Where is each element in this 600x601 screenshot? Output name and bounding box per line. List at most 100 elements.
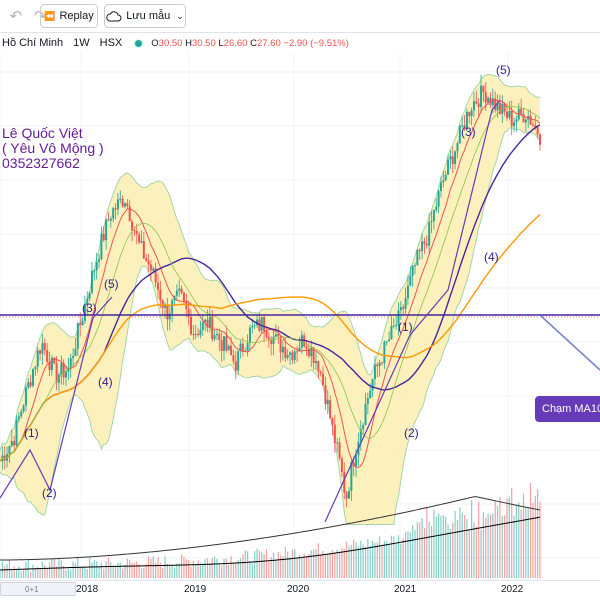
volume-bar [272,552,275,578]
save-layout-button[interactable]: Lưu mẫu ⌄ [104,4,186,28]
candle-body [62,363,65,378]
volume-bar [11,570,13,578]
volume-bar [438,513,440,578]
candle-body [347,491,350,499]
candle-body [428,222,431,246]
candle-body [482,85,485,93]
candle-body [322,373,325,386]
volume-bar [211,557,213,578]
candle-body [454,151,457,164]
candle-body [477,103,480,108]
candle-body [241,343,244,352]
candle-body [128,206,131,222]
volume-bar [22,570,25,578]
volume-bar [145,564,147,578]
candle-body [39,350,42,354]
volume-bar [249,561,251,578]
candle-body [470,110,473,116]
candle-body [119,198,122,200]
volume-bar [383,540,385,578]
volume-bar [499,497,501,578]
candle-body [112,208,115,219]
wave-label: (5) [496,63,511,77]
volume-bar [379,536,381,578]
symbol-legend[interactable]: Hồ Chí Minh 1W HSX O30.50 H30.50 L26.60 … [0,35,349,51]
volume-bar [159,562,161,578]
volume-bar [296,558,298,578]
candle-body [95,261,98,271]
volume-bar [362,544,364,578]
volume-bar [150,558,152,578]
candle-body [79,323,82,326]
volume-bar [204,559,206,578]
volume-bar [423,528,426,578]
time-axis[interactable]: 2018 2019 2020 2021 2022 [0,580,600,601]
volume-bar [6,564,8,578]
candle-body [29,382,32,386]
candle-body [208,316,211,328]
candle-body [463,125,466,130]
volume-bar [242,554,244,578]
candle-body [164,305,167,308]
volume-bar [305,557,308,578]
candle-body [237,351,240,371]
volume-bar [280,555,282,578]
candle-body [496,102,499,111]
volume-bar [329,553,331,578]
candle-body [472,101,475,111]
undo-icon[interactable]: ↶ [9,8,23,25]
volume-bar [209,563,211,578]
candle-body [274,334,277,337]
volume-bar [419,522,421,578]
volume-bar [192,560,194,578]
volume-bar [463,514,466,578]
volume-bar [25,561,27,578]
volume-bar [32,564,34,578]
candle-body [281,346,284,353]
candle-body [366,398,369,404]
candle-body [8,446,11,455]
candle-body [305,346,308,349]
wave-label: (4) [484,250,499,264]
volume-bars [0,483,541,578]
zoom-control[interactable]: 0+1 [0,582,76,596]
candle-body [166,305,169,320]
volume-bar [494,500,496,578]
volume-bar [539,501,541,578]
candle-body [388,339,391,342]
candle-body [319,371,322,374]
candle-body [147,260,150,265]
volume-bar [140,568,143,578]
candle-body [41,343,44,354]
candle-body [265,330,268,337]
volume-bar [475,526,477,578]
volume-bar [51,559,53,578]
replay-label: Replay [59,10,94,22]
volume-bar [445,516,447,578]
volume-bar [246,551,249,578]
ma10-callout[interactable]: Chạm MA10 [535,396,600,422]
ma20-line [0,105,541,462]
candle-body [48,361,51,371]
replay-button[interactable]: ⏪ Replay [40,4,98,28]
candle-body [362,425,365,430]
volume-bar [331,550,334,578]
candle-body [74,348,77,357]
candle-body [93,270,96,272]
volume-ma-short [0,496,541,561]
moving-averages [0,99,541,468]
candle-body [102,233,105,241]
volume-bar [461,512,463,578]
redo-icon[interactable]: ↷ [33,8,47,25]
candle-body [461,125,464,127]
price-chart[interactable]: (1) (2) (3) (4) (5) (1) (2) (3) (4) (5) [0,52,600,580]
candle-body [20,411,23,417]
volume-bar [527,507,529,578]
volume-bar [468,530,470,578]
candle-body [293,351,296,361]
candle-body [260,317,263,331]
candle-body [484,92,487,103]
volume-bar [529,483,532,578]
candle-body [121,198,124,207]
candle-body [43,343,46,350]
